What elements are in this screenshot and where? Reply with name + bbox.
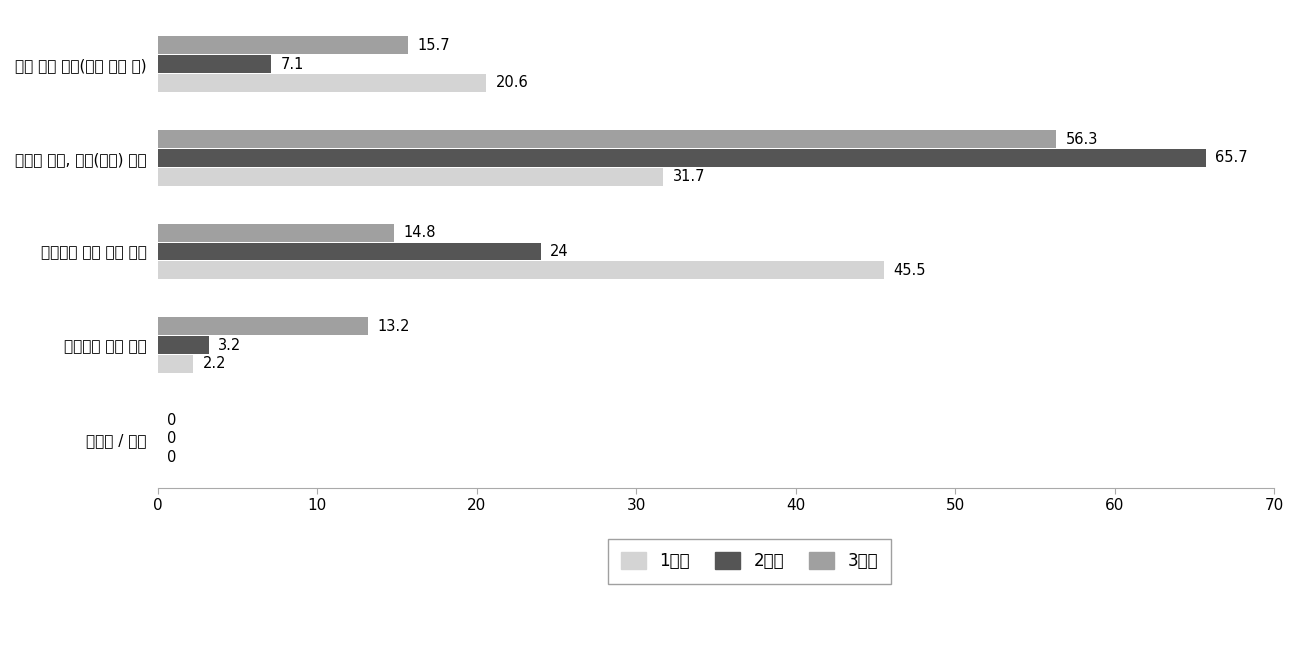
Bar (157, 261, 883, 279)
Text: 31.7: 31.7 (673, 169, 705, 184)
Text: 65.7: 65.7 (1216, 150, 1248, 165)
Text: 24: 24 (551, 244, 569, 259)
Bar (157, 130, 1056, 148)
Text: 14.8: 14.8 (404, 225, 436, 241)
Bar (157, 167, 664, 186)
Text: 3.2: 3.2 (218, 337, 242, 353)
Bar (157, 224, 394, 242)
Bar (157, 355, 192, 373)
Text: 0: 0 (168, 450, 177, 465)
Bar (157, 318, 369, 335)
Text: 20.6: 20.6 (496, 75, 529, 90)
Text: 7.1: 7.1 (281, 57, 304, 72)
Bar (157, 336, 209, 354)
Text: 15.7: 15.7 (418, 38, 451, 53)
Text: 2.2: 2.2 (203, 357, 226, 372)
Bar (157, 149, 1205, 167)
Bar (157, 36, 408, 55)
Text: 45.5: 45.5 (894, 263, 926, 277)
Bar (157, 74, 486, 92)
Text: 56.3: 56.3 (1065, 132, 1098, 146)
Bar (157, 55, 271, 73)
Bar (157, 243, 540, 260)
Text: 0: 0 (168, 431, 177, 446)
Legend: 1순위, 2순위, 3순위: 1순위, 2순위, 3순위 (608, 539, 891, 584)
Text: 13.2: 13.2 (378, 319, 410, 334)
Text: 0: 0 (168, 413, 177, 428)
